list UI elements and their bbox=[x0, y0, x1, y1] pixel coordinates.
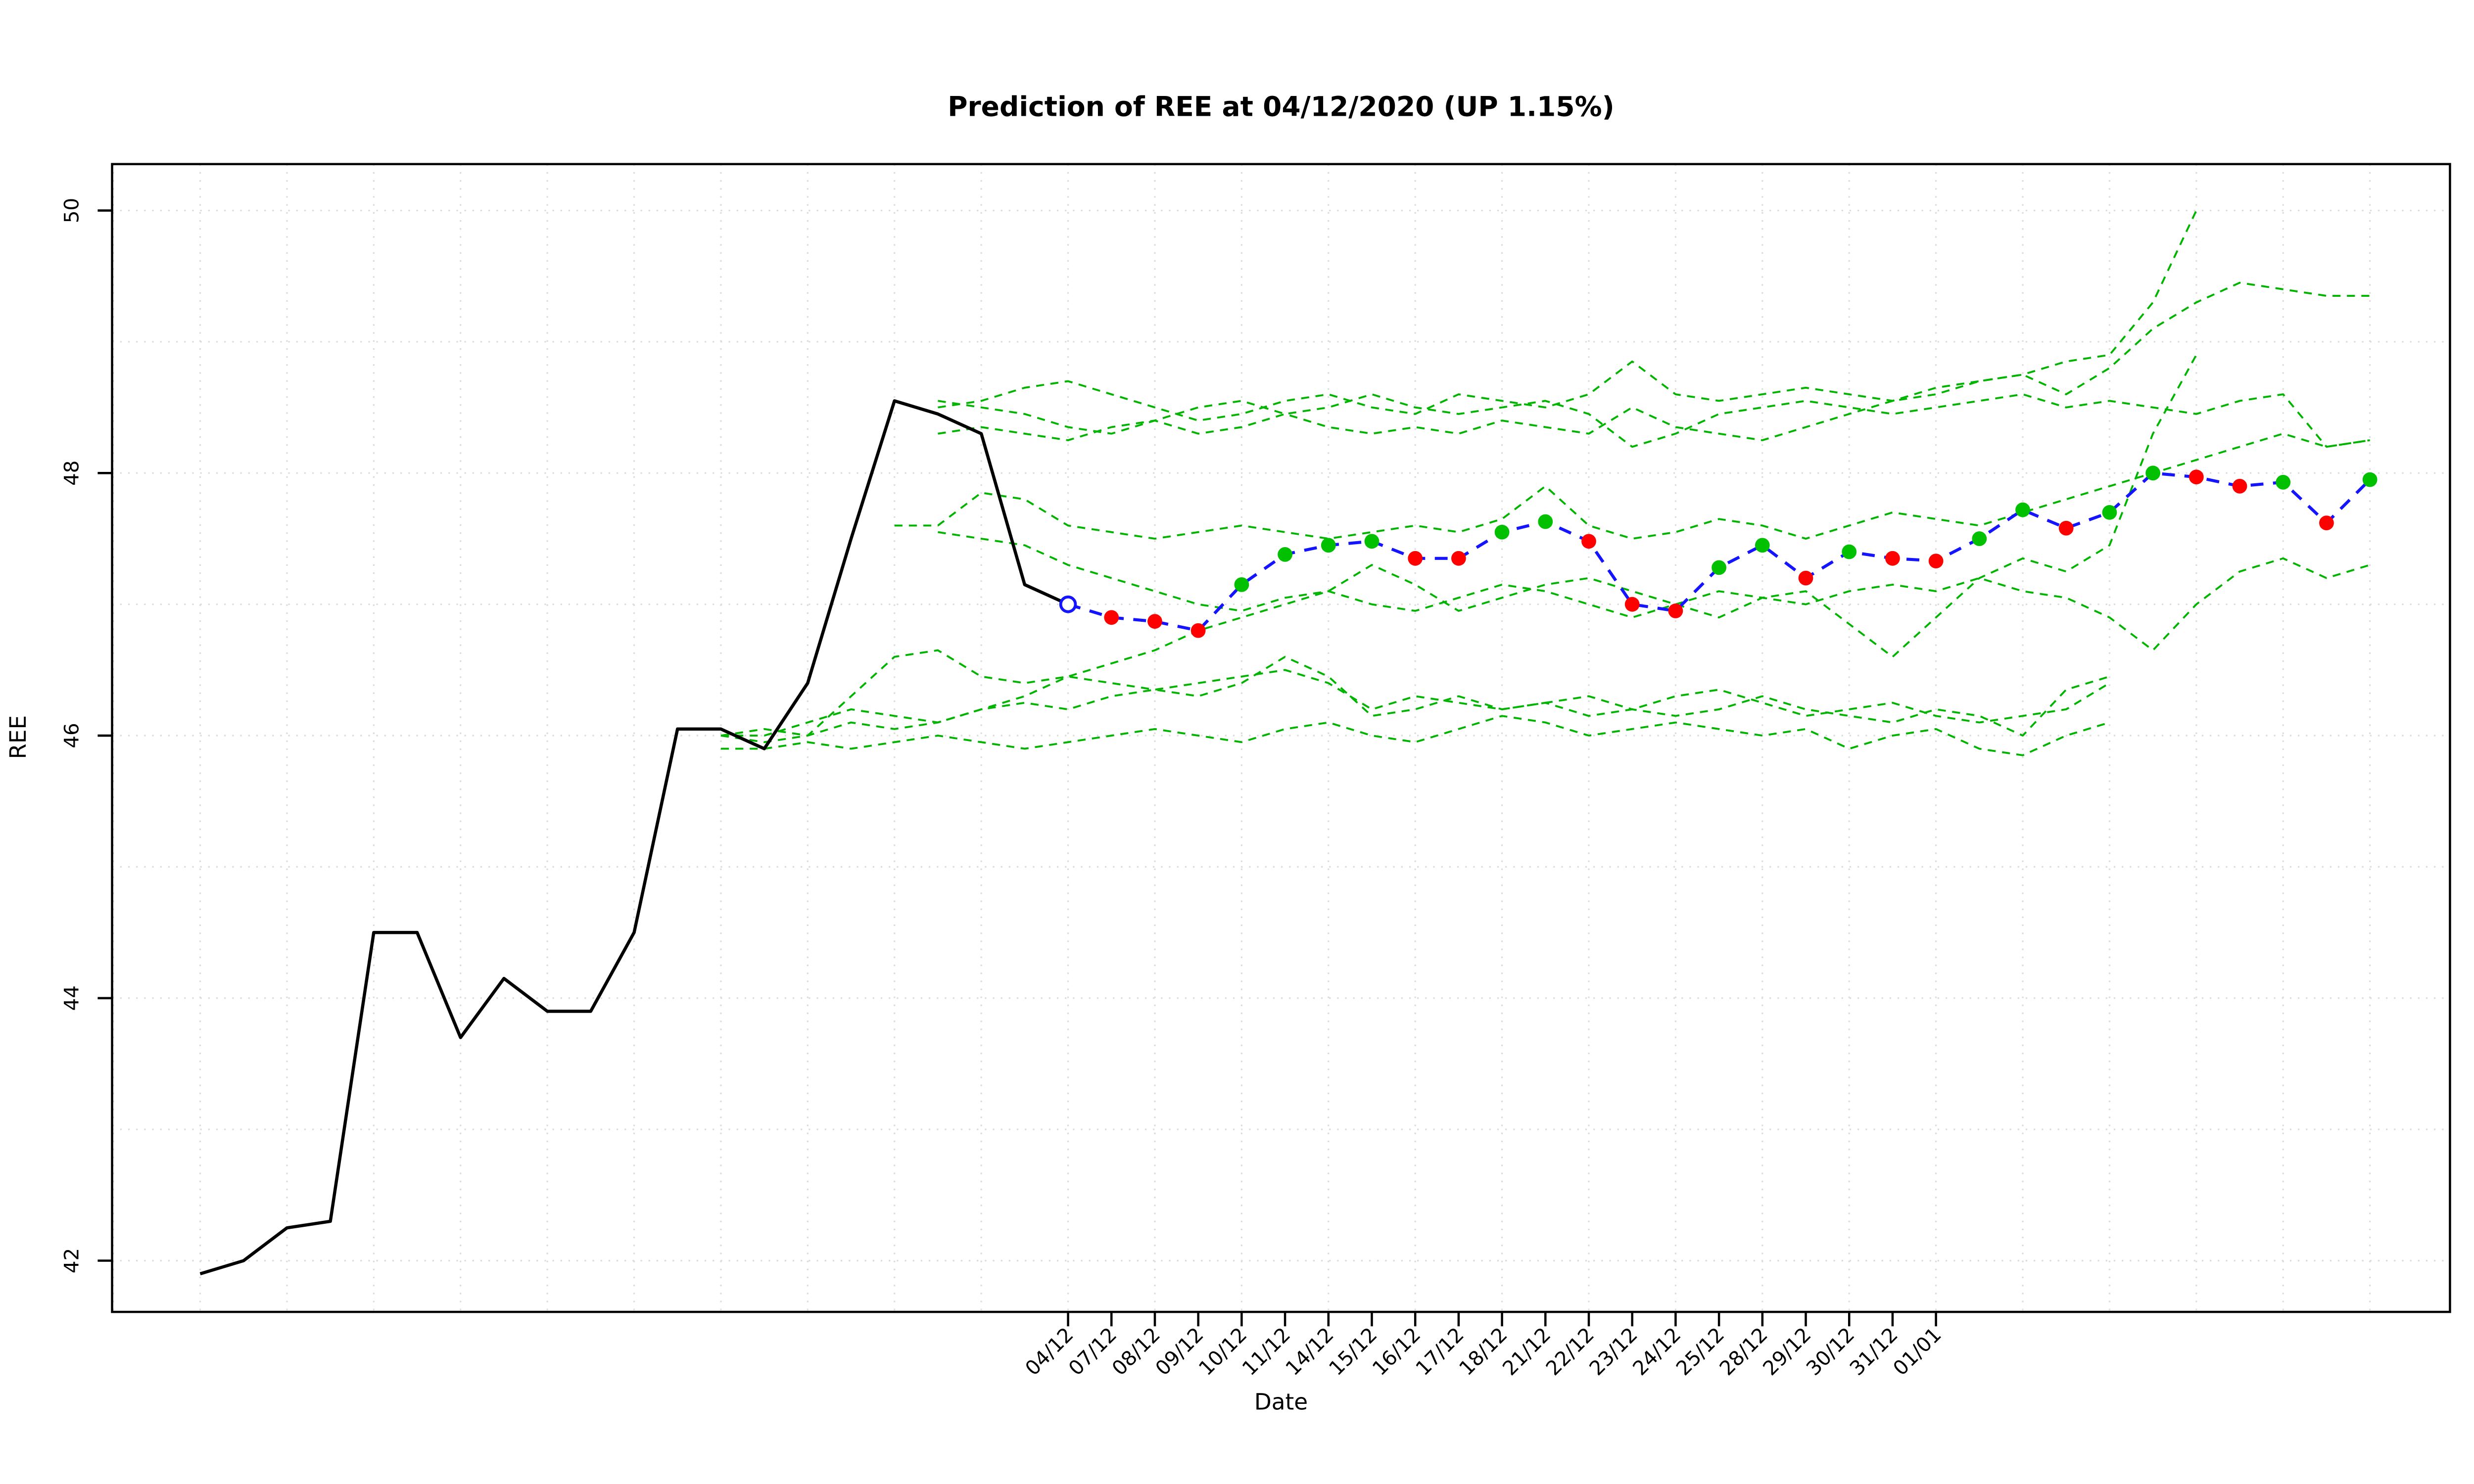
prediction-point bbox=[1712, 560, 1726, 575]
historical-series bbox=[199, 399, 1069, 1276]
x-tick-label: 15/12 bbox=[1324, 1323, 1381, 1380]
x-tick-label: 09/12 bbox=[1150, 1323, 1208, 1380]
prediction-point bbox=[2362, 472, 2378, 487]
prediction-point bbox=[2276, 474, 2291, 490]
prediction-series bbox=[1067, 471, 2371, 632]
prediction-point bbox=[1234, 577, 1249, 592]
prediction-point bbox=[1885, 551, 1900, 566]
prediction-point bbox=[2232, 478, 2247, 494]
x-tick-label: 24/12 bbox=[1628, 1323, 1685, 1380]
x-tick-label: 25/12 bbox=[1671, 1323, 1729, 1380]
x-tick-label: 14/12 bbox=[1281, 1323, 1338, 1380]
prediction-point bbox=[2145, 465, 2161, 481]
prediction-point bbox=[2015, 502, 2030, 517]
prediction-point bbox=[1278, 547, 1292, 562]
x-tick-label: 16/12 bbox=[1368, 1323, 1425, 1380]
x-axis-label: Date bbox=[1254, 1389, 1308, 1415]
prediction-point bbox=[2319, 515, 2334, 531]
x-tick-label: 22/12 bbox=[1541, 1323, 1599, 1380]
chart-title: Prediction of REE at 04/12/2020 (UP 1.15… bbox=[948, 91, 1615, 123]
x-tick-label: 29/12 bbox=[1758, 1323, 1815, 1380]
prediction-point bbox=[1624, 597, 1640, 612]
x-tick-label: 04/12 bbox=[1020, 1323, 1078, 1380]
x-tick-label: 18/12 bbox=[1454, 1323, 1512, 1380]
prediction-point bbox=[1538, 514, 1553, 529]
prediction-point bbox=[1581, 534, 1596, 549]
prediction-point bbox=[1494, 524, 1510, 540]
prediction-point bbox=[1668, 603, 1683, 618]
plot-area: 42 44 46 48 50 04/1207/1208/1209/1210/1211/12… bbox=[60, 163, 2451, 1380]
x-tick-label: 30/12 bbox=[1802, 1323, 1859, 1380]
simulation-path bbox=[894, 432, 2370, 540]
y-tick-label: 48 bbox=[60, 461, 84, 486]
prediction-point bbox=[1928, 554, 1944, 568]
x-tick-label: 28/12 bbox=[1714, 1323, 1772, 1380]
x-tick-label: 17/12 bbox=[1411, 1323, 1469, 1380]
simulation-path bbox=[938, 281, 2370, 441]
prediction-start-marker bbox=[1059, 595, 1077, 613]
x-tick-label: 11/12 bbox=[1237, 1323, 1295, 1380]
y-tick-label: 50 bbox=[60, 198, 84, 223]
x-tick-label: 10/12 bbox=[1194, 1323, 1251, 1380]
y-axis-label: REE bbox=[5, 715, 31, 759]
prediction-point bbox=[2189, 469, 2204, 485]
prediction-point bbox=[1104, 610, 1119, 625]
simulation-path bbox=[938, 393, 2370, 448]
x-tick-label: 08/12 bbox=[1107, 1323, 1165, 1380]
prediction-point bbox=[1408, 551, 1423, 566]
x-tick-label: 21/12 bbox=[1498, 1323, 1555, 1380]
y-tick-label: 44 bbox=[60, 985, 84, 1011]
prediction-point bbox=[1798, 570, 1813, 586]
x-tick-label: 31/12 bbox=[1845, 1323, 1903, 1380]
simulation-path bbox=[938, 531, 2371, 651]
simulation-path bbox=[938, 210, 2197, 422]
prediction-point bbox=[2058, 520, 2074, 536]
prediction-point bbox=[1755, 538, 1770, 553]
prediction-point bbox=[1190, 623, 1206, 638]
x-tick-label: 07/12 bbox=[1064, 1323, 1121, 1380]
y-tick-label: 42 bbox=[60, 1248, 84, 1273]
plot-border bbox=[111, 163, 2451, 1313]
prediction-point bbox=[1972, 531, 1987, 546]
prediction-point bbox=[1842, 544, 1857, 559]
simulation-path bbox=[720, 354, 2197, 737]
prediction-point bbox=[1364, 534, 1380, 549]
simulation-path bbox=[720, 715, 2110, 756]
prediction-point bbox=[2102, 505, 2117, 520]
y-tick-label: 46 bbox=[60, 723, 84, 748]
prediction-point bbox=[1147, 614, 1162, 629]
prediction-point bbox=[1321, 538, 1336, 553]
x-tick-label: 01/01 bbox=[1888, 1323, 1946, 1380]
prediction-point bbox=[1451, 551, 1466, 566]
x-tick-label: 23/12 bbox=[1584, 1323, 1642, 1380]
simulation-path bbox=[720, 649, 2110, 743]
